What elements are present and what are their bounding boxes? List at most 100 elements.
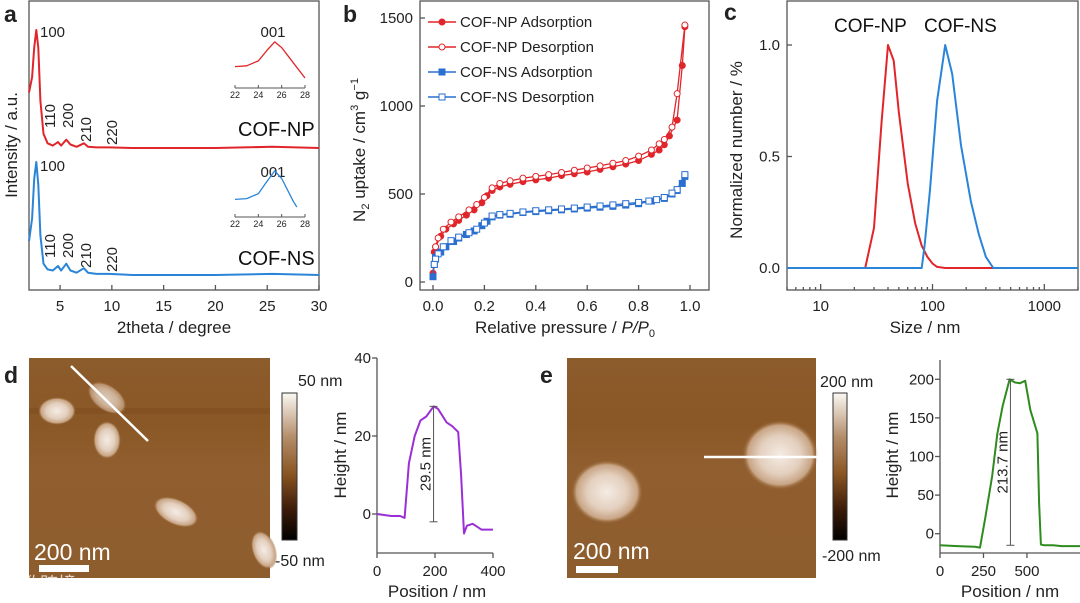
data-point bbox=[609, 159, 617, 167]
afm-particle bbox=[742, 420, 818, 490]
height-annotation-label: 213.7 nm bbox=[994, 431, 1011, 494]
data-point bbox=[583, 203, 591, 211]
colorbar-max-label: 50 nm bbox=[298, 373, 342, 390]
data-point bbox=[668, 123, 676, 131]
y-axis-label: Height / nm bbox=[883, 412, 902, 499]
data-point bbox=[660, 194, 668, 202]
inset-line bbox=[234, 170, 298, 208]
x-tick-label: 0 bbox=[936, 563, 944, 580]
data-point bbox=[655, 140, 663, 148]
x-tick-label: 0.4 bbox=[525, 298, 546, 315]
x-label-italic: P/P bbox=[621, 318, 649, 337]
data-point bbox=[655, 146, 663, 154]
data-point bbox=[653, 196, 661, 204]
inset-x-tick-label: 26 bbox=[277, 219, 287, 229]
data-point bbox=[430, 260, 438, 268]
inset-line bbox=[234, 41, 306, 79]
x-tick-label: 15 bbox=[155, 298, 172, 315]
height-profile-line bbox=[376, 405, 493, 535]
inset-np-peak-label: 001 bbox=[260, 24, 285, 41]
y-tick-label: 20 bbox=[354, 428, 371, 445]
data-point bbox=[455, 213, 463, 221]
colorbar-min-label: -50 nm bbox=[275, 553, 325, 570]
data-point bbox=[429, 273, 437, 281]
peak-label-np-200: 200 bbox=[60, 103, 77, 128]
inset-x-tick-label: 22 bbox=[230, 90, 240, 100]
data-point bbox=[635, 198, 643, 206]
height-annotation-label: 29.5 nm bbox=[418, 437, 435, 491]
data-point bbox=[496, 179, 504, 187]
size-line-cof-np bbox=[787, 44, 1078, 269]
legend-label: COF-NP Adsorption bbox=[460, 14, 592, 31]
data-point bbox=[532, 207, 540, 215]
x-tick-label: 25 bbox=[259, 298, 276, 315]
data-point bbox=[439, 225, 447, 233]
height-profile-e: Height / nm Position / nm 0 250 500 0 50 100 1… bbox=[883, 360, 1080, 601]
y-label-n: N bbox=[350, 210, 369, 222]
data-point bbox=[660, 135, 668, 143]
scale-bar-label: 200 nm bbox=[573, 538, 650, 564]
y-tick-label: 200 bbox=[909, 371, 934, 388]
y-tick-label: 0 bbox=[405, 274, 413, 291]
legend-marker bbox=[438, 68, 446, 76]
y-tick-label: 50 bbox=[917, 487, 934, 504]
data-point bbox=[447, 218, 455, 226]
xrd-chart: Intensity / a.u. 2theta / degree 100 110… bbox=[2, 0, 328, 337]
inset-x-tick-label: 26 bbox=[277, 90, 287, 100]
data-point bbox=[673, 116, 681, 124]
afm-scan-streak bbox=[29, 408, 270, 414]
y-label-sup2: −1 bbox=[349, 78, 361, 91]
x-axis-label: 2theta / degree bbox=[117, 318, 231, 337]
plot-frame bbox=[786, 0, 1079, 291]
x-tick-label: 10 bbox=[104, 298, 121, 315]
colorbar bbox=[832, 392, 848, 541]
panel-letter-a: a bbox=[4, 1, 17, 27]
x-tick-label: 20 bbox=[207, 298, 224, 315]
afm-particle bbox=[93, 421, 121, 459]
watermark: 大数跨境 bbox=[4, 574, 76, 594]
x-axis-label: Position / nm bbox=[388, 582, 486, 601]
size-line-cof-ns bbox=[787, 44, 1078, 269]
data-point bbox=[447, 237, 455, 245]
afm-image-e: 200 nm 200 nm -200 nm bbox=[567, 358, 881, 578]
data-point bbox=[488, 184, 496, 192]
scale-bar-label: 200 nm bbox=[34, 539, 111, 565]
data-point bbox=[596, 202, 604, 210]
afm-background bbox=[29, 358, 270, 578]
data-point bbox=[519, 208, 527, 216]
colorbar bbox=[281, 392, 298, 541]
y-tick-label: 100 bbox=[909, 449, 934, 466]
data-point bbox=[570, 204, 578, 212]
data-point bbox=[506, 209, 514, 217]
data-point bbox=[496, 211, 504, 219]
x-tick-label: 1000 bbox=[1028, 298, 1061, 315]
colorbar-min-label: -200 nm bbox=[822, 548, 881, 565]
y-tick-label: 1500 bbox=[380, 10, 413, 27]
data-point bbox=[609, 201, 617, 209]
panel-letter-d: d bbox=[4, 362, 18, 388]
data-point bbox=[465, 206, 473, 214]
data-point bbox=[432, 243, 440, 251]
inset-x-tick-label: 24 bbox=[253, 219, 263, 229]
data-point bbox=[465, 229, 473, 237]
data-point bbox=[480, 219, 488, 227]
y-label-sup: 3 bbox=[349, 105, 361, 111]
x-tick-label: 30 bbox=[311, 298, 328, 315]
data-point bbox=[583, 164, 591, 172]
x-label-sub: 0 bbox=[649, 328, 655, 340]
data-point bbox=[635, 152, 643, 160]
scale-bar bbox=[39, 565, 89, 572]
data-point bbox=[673, 186, 681, 194]
scale-bar bbox=[576, 566, 618, 573]
y-tick-label: 0.5 bbox=[759, 149, 780, 166]
legend-marker bbox=[438, 93, 446, 101]
height-profile-line bbox=[939, 378, 1080, 549]
afm-image-d: 200 nm 大数跨境 50 nm -50 nm bbox=[4, 358, 342, 594]
x-tick-label: 0.6 bbox=[577, 298, 598, 315]
x-axis-label: Size / nm bbox=[890, 318, 961, 337]
x-tick-label: 10 bbox=[812, 298, 829, 315]
series-label-cof-np: COF-NP bbox=[238, 119, 315, 141]
y-tick-label: 0 bbox=[926, 526, 934, 543]
height-profile-d: Height / nm Position / nm 0 200 400 0 20 40 29… bbox=[331, 350, 506, 601]
